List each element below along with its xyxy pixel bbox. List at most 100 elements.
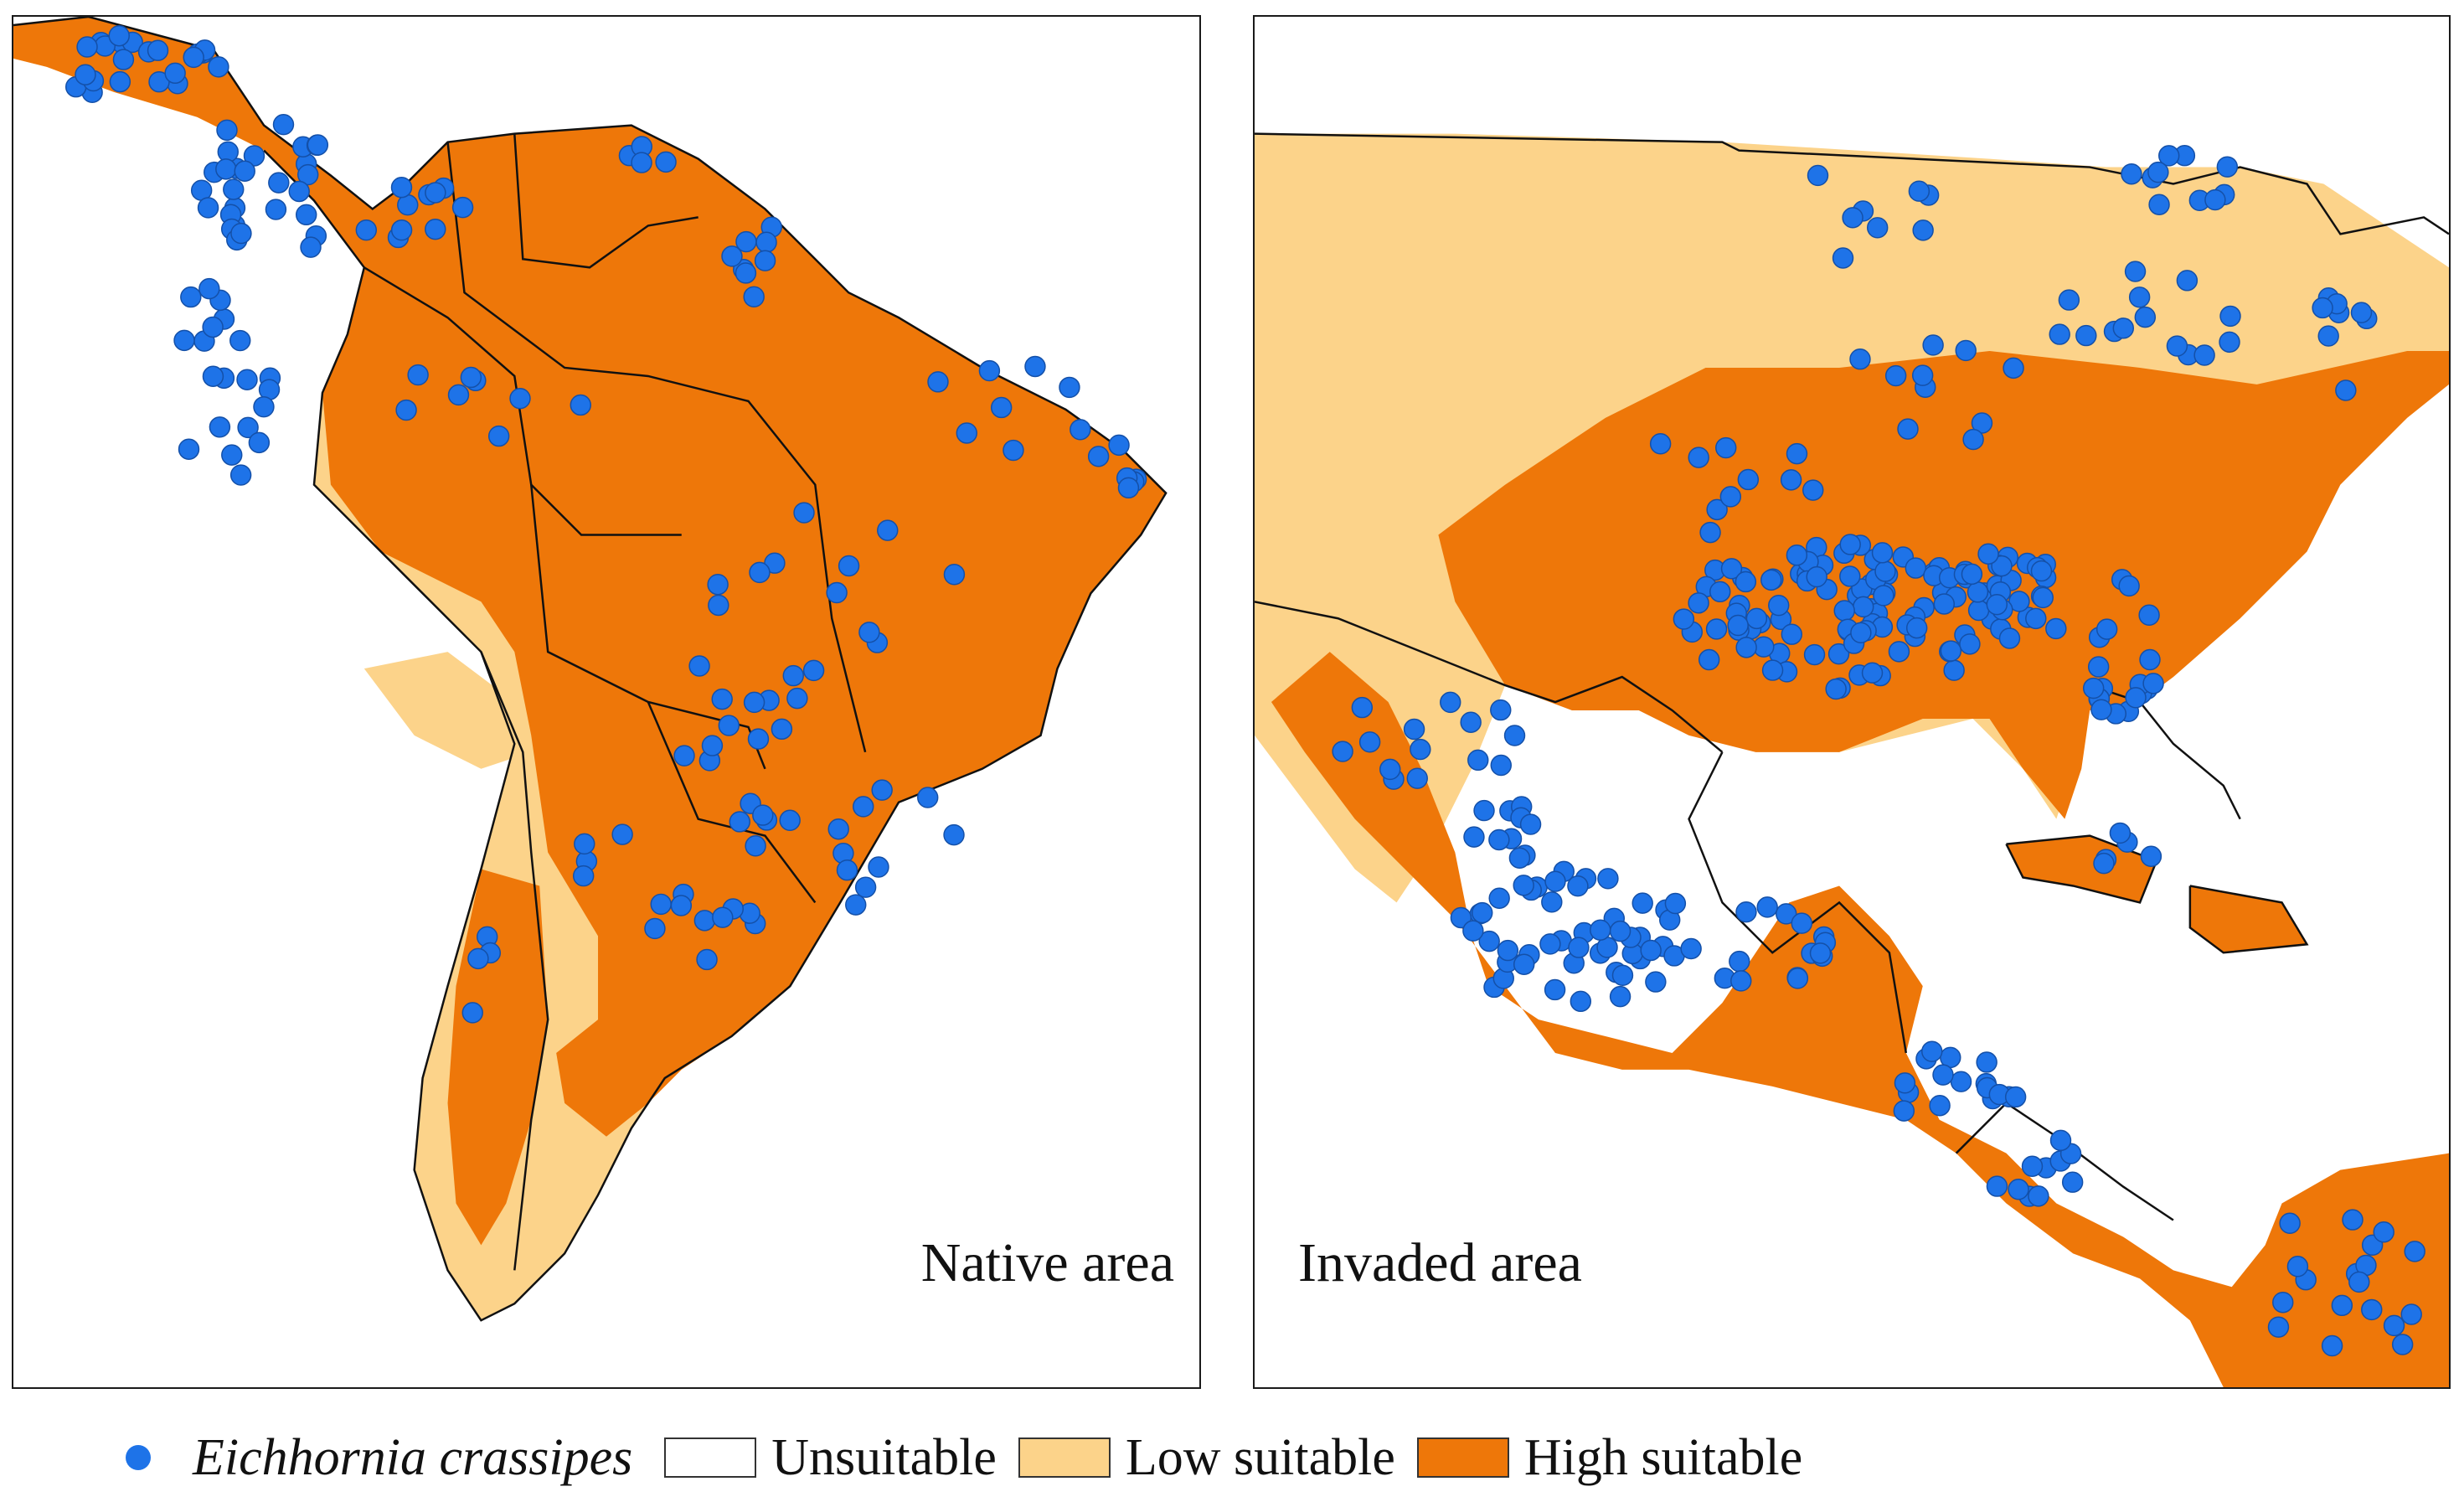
occurrence-point <box>1513 875 1534 896</box>
occurrence-point <box>1894 1072 1916 1094</box>
occurrence-point <box>1781 623 1803 645</box>
occurrence-point <box>467 947 489 970</box>
occurrence-point <box>1888 641 1910 663</box>
occurrence-point <box>611 823 633 845</box>
occurrence-point <box>2335 379 2357 401</box>
occurrence-point <box>237 416 259 439</box>
low-suitable-region-andes <box>363 652 532 769</box>
occurrence-point <box>743 286 765 308</box>
legend-item-unsuitable: Unsuitable <box>664 1428 997 1488</box>
occurrence-point <box>1962 428 1984 451</box>
occurrence-point <box>827 818 849 840</box>
occurrence-point <box>1967 599 1990 622</box>
occurrence-point <box>1490 699 1512 721</box>
occurrence-point <box>2216 156 2239 178</box>
occurrence-point <box>743 691 765 714</box>
occurrence-point <box>1410 738 1431 761</box>
occurrence-point <box>1503 725 1526 746</box>
occurrence-point <box>2148 194 2170 215</box>
occurrence-point <box>1567 875 1589 897</box>
occurrence-point <box>1833 600 1855 622</box>
circle-icon <box>126 1445 151 1470</box>
occurrence-point <box>1688 446 1709 468</box>
occurrence-point <box>1699 521 1721 544</box>
occurrence-point <box>2032 586 2054 609</box>
occurrence-point <box>574 833 595 855</box>
occurrence-point <box>1932 1064 1954 1086</box>
occurrence-point <box>1849 348 1871 370</box>
occurrence-point <box>1460 711 1482 733</box>
occurrence-point <box>2193 344 2215 366</box>
occurrence-point <box>1776 903 1797 925</box>
occurrence-point <box>112 49 135 70</box>
occurrence-point <box>2093 852 2115 875</box>
occurrence-point <box>2045 617 2067 640</box>
occurrence-point <box>2008 591 2030 612</box>
occurrence-point <box>927 371 949 393</box>
occurrence-point <box>209 416 231 438</box>
occurrence-point <box>178 438 200 460</box>
occurrence-point <box>234 160 255 182</box>
legend-item-high-suitable: High suitable <box>1416 1428 1803 1488</box>
occurrence-point <box>802 659 825 682</box>
occurrence-point <box>1729 950 1750 973</box>
occurrence-point <box>173 329 195 352</box>
border-usa-mexico <box>1255 601 1724 753</box>
occurrence-point <box>1921 1040 1943 1062</box>
occurrence-point <box>754 250 776 271</box>
occurrence-point <box>1905 557 1927 579</box>
occurrence-point <box>670 895 693 916</box>
occurrence-point <box>2361 1298 2383 1321</box>
occurrence-point <box>1544 978 1566 1001</box>
occurrence-point <box>655 151 677 173</box>
occurrence-point <box>2373 1221 2394 1243</box>
occurrence-point <box>2028 1185 2049 1207</box>
occurrence-point <box>248 431 271 454</box>
occurrence-point <box>1590 919 1611 941</box>
occurrence-point <box>2121 163 2142 185</box>
occurrence-point <box>877 519 899 541</box>
occurrence-point <box>509 387 531 410</box>
occurrence-point <box>1986 593 2008 616</box>
occurrence-point <box>300 236 322 258</box>
occurrence-point <box>1977 543 1999 565</box>
legend-label-high-suitable: High suitable <box>1523 1428 1803 1486</box>
occurrence-point <box>164 62 186 85</box>
occurrence-point <box>2158 145 2180 167</box>
native-map <box>13 17 1168 1322</box>
occurrence-point <box>215 158 237 180</box>
occurrence-point <box>216 119 238 142</box>
occurrence-point <box>1664 892 1687 915</box>
occurrence-point <box>693 910 716 932</box>
occurrence-point <box>2134 306 2157 328</box>
occurrence-point <box>1497 939 1519 962</box>
occurrence-point <box>447 384 470 406</box>
high-suitable-region-cuba <box>2006 835 2157 903</box>
occurrence-point <box>1488 828 1510 851</box>
occurrence-point <box>1472 901 1493 924</box>
occurrence-point <box>390 219 413 241</box>
occurrence-point <box>2090 699 2112 720</box>
occurrence-point <box>1950 1071 1972 1092</box>
occurrence-point <box>718 715 740 736</box>
occurrence-point <box>1597 868 1619 890</box>
occurrence-point <box>1059 376 1080 399</box>
occurrence-point <box>230 222 252 245</box>
occurrence-point <box>461 1002 483 1024</box>
occurrence-point <box>1756 896 1778 918</box>
occurrence-point <box>1488 887 1510 909</box>
occurrence-point <box>917 787 939 808</box>
occurrence-point <box>1673 608 1695 630</box>
occurrence-point <box>208 56 229 78</box>
occurrence-point <box>2109 822 2132 844</box>
occurrence-point <box>2342 1209 2363 1231</box>
occurrence-point <box>644 917 666 940</box>
occurrence-point <box>1943 659 1965 681</box>
occurrence-point <box>1463 826 1485 848</box>
occurrence-point <box>1735 570 1757 593</box>
occurrence-point <box>1070 419 1091 441</box>
occurrence-point <box>75 64 96 85</box>
occurrence-point <box>1760 569 1782 591</box>
occurrence-point <box>1003 439 1024 462</box>
legend-label-species: Eichhornia crassipes <box>193 1428 633 1486</box>
